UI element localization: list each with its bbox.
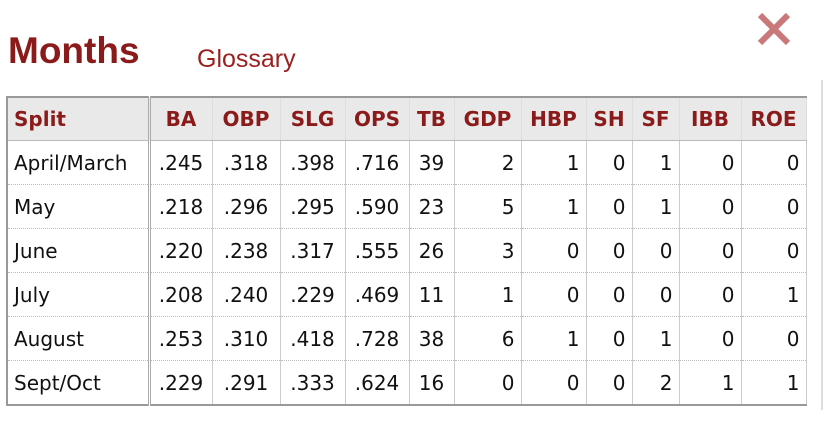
stat-cell: 0: [632, 228, 680, 273]
header-row: Split BA OBP SLG OPS TB GDP HBP SH SF IBB ROE: [7, 97, 807, 141]
column-header: TB: [409, 97, 455, 141]
stat-cell: .469: [345, 272, 410, 317]
stat-cell: .418: [280, 316, 346, 361]
stat-cell: 0: [741, 316, 807, 361]
table-row: April/March .245.318.398.716 39 2 1 0 1 0 0: [7, 140, 807, 185]
stat-cell: 0: [521, 228, 587, 273]
table-row: August .253.310.418.728 38 6 1 0 1 0 0: [7, 316, 807, 361]
stat-cell: 1: [741, 360, 807, 405]
stat-cell: 0: [741, 140, 807, 185]
stat-cell: .218: [149, 184, 213, 229]
glossary-link[interactable]: Glossary: [197, 45, 296, 73]
stat-cell: .229: [280, 272, 346, 317]
stat-cell: 0: [454, 360, 522, 405]
column-header: IBB: [679, 97, 742, 141]
stat-cell: 1: [679, 360, 742, 405]
stat-cell: 1: [521, 140, 587, 185]
stat-cell: .240: [212, 272, 281, 317]
stat-cell: 0: [586, 316, 633, 361]
table-row: May .218.296.295.590 23 5 1 0 1 0 0: [7, 184, 807, 229]
column-header: ROE: [741, 97, 807, 141]
table-row: June .220.238.317.555 26 3 0 0 0 0 0: [7, 228, 807, 273]
stat-cell: 1: [632, 140, 680, 185]
stat-cell: 1: [632, 184, 680, 229]
stat-cell: .253: [149, 316, 213, 361]
stat-cell: 1: [741, 272, 807, 317]
stat-cell: 2: [454, 140, 522, 185]
stat-cell: .716: [345, 140, 410, 185]
stat-cell: .220: [149, 228, 213, 273]
stat-cell: .229: [149, 360, 213, 405]
stat-cell: .398: [280, 140, 346, 185]
stat-cell: .590: [345, 184, 410, 229]
stat-cell: 16: [409, 360, 455, 405]
split-cell: June: [7, 228, 151, 273]
stat-cell: 1: [632, 316, 680, 361]
scrollbar: [821, 80, 823, 410]
column-header: BA: [149, 97, 213, 141]
stat-cell: .624: [345, 360, 410, 405]
stat-cell: 0: [679, 140, 742, 185]
stat-cell: .333: [280, 360, 346, 405]
stat-cell: .295: [280, 184, 346, 229]
stat-cell: 2: [632, 360, 680, 405]
split-cell: April/March: [7, 140, 151, 185]
column-header: Split: [7, 97, 151, 141]
stat-cell: .310: [212, 316, 281, 361]
stat-cell: 23: [409, 184, 455, 229]
stat-cell: 6: [454, 316, 522, 361]
stat-cell: 1: [521, 316, 587, 361]
stat-cell: .291: [212, 360, 281, 405]
stat-cell: 0: [586, 184, 633, 229]
stat-cell: 0: [632, 272, 680, 317]
stat-cell: 0: [679, 184, 742, 229]
split-cell: Sept/Oct: [7, 360, 151, 405]
column-header: OBP: [212, 97, 281, 141]
split-cell: August: [7, 316, 151, 361]
column-header: SH: [586, 97, 633, 141]
stat-cell: 0: [521, 272, 587, 317]
stat-cell: 0: [679, 228, 742, 273]
stat-cell: 26: [409, 228, 455, 273]
stat-cell: 0: [521, 360, 587, 405]
table-row: July .208.240.229.469 11 1 0 0 0 0 1: [7, 272, 807, 317]
column-header: OPS: [345, 97, 410, 141]
column-header: HBP: [521, 97, 587, 141]
stat-cell: .238: [212, 228, 281, 273]
stat-cell: 0: [741, 184, 807, 229]
stats-table: Split BA OBP SLG OPS TB GDP HBP SH SF IBB ROE April…: [6, 96, 807, 406]
stat-cell: 1: [454, 272, 522, 317]
stat-cell: 0: [586, 228, 633, 273]
stat-cell: 38: [409, 316, 455, 361]
stat-cell: .318: [212, 140, 281, 185]
stat-cell: 0: [679, 272, 742, 317]
stat-cell: 0: [586, 140, 633, 185]
stat-cell: 0: [741, 228, 807, 273]
stat-cell: 0: [586, 360, 633, 405]
split-cell: May: [7, 184, 151, 229]
title: Months: [8, 30, 140, 71]
column-header: SF: [632, 97, 680, 141]
table-row: Sept/Oct .229.291.333.624 16 0 0 0 2 1 1: [7, 360, 807, 405]
stat-cell: .245: [149, 140, 213, 185]
stat-cell: 11: [409, 272, 455, 317]
stat-cell: .296: [212, 184, 281, 229]
close-button[interactable]: [756, 11, 792, 47]
stat-cell: .728: [345, 316, 410, 361]
column-header: GDP: [454, 97, 522, 141]
stat-cell: 0: [586, 272, 633, 317]
close-icon: [757, 12, 791, 46]
split-cell: July: [7, 272, 151, 317]
stat-cell: 5: [454, 184, 522, 229]
stat-cell: .555: [345, 228, 410, 273]
column-header: SLG: [280, 97, 346, 141]
stat-cell: 3: [454, 228, 522, 273]
stat-cell: 39: [409, 140, 455, 185]
stat-cell: .317: [280, 228, 346, 273]
stat-cell: .208: [149, 272, 213, 317]
stat-cell: 1: [521, 184, 587, 229]
stat-cell: 0: [679, 316, 742, 361]
